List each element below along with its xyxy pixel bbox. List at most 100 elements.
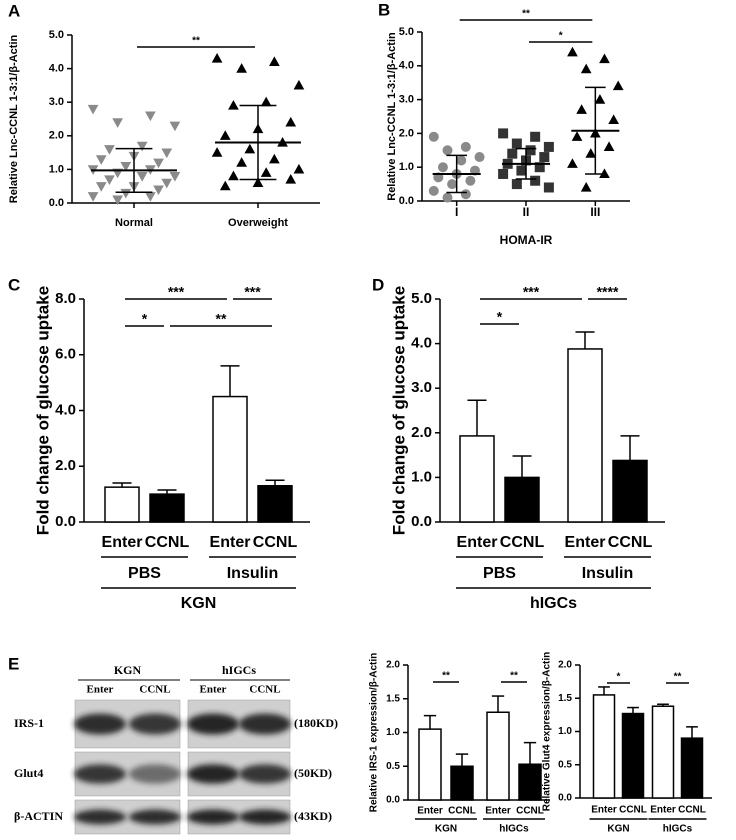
blot-band [187, 809, 239, 825]
data-point [120, 188, 132, 199]
sd-bar [515, 147, 537, 180]
x-tick-label: Overweight [228, 217, 288, 229]
y-tick-label: 4.0 [49, 63, 64, 75]
significance-label: * [559, 31, 563, 42]
y-axis-title: Relative Lnc-CCNL 1-3:1/β-Actin [8, 34, 20, 203]
y-tick-label: 1.0 [411, 468, 432, 485]
x-tick-label: CCNL [678, 805, 706, 816]
blot-lane-label: Enter [200, 684, 227, 696]
data-point [567, 158, 578, 168]
data-point [530, 131, 541, 142]
y-tick-label: 0.5 [558, 759, 572, 770]
data-point [442, 192, 453, 203]
y-axis-title: Relative Lnc-CCNL 1-3:1/β-Actin [386, 32, 398, 201]
y-tick-label: 1.0 [558, 726, 572, 737]
x-tick-label: CCNL [145, 534, 190, 551]
blot-size-label: (43KD) [294, 809, 332, 823]
y-tick-label: 8.0 [55, 290, 76, 307]
x-tick-label: Enter [565, 534, 606, 551]
panel-label: E [8, 654, 19, 673]
data-point [136, 141, 148, 152]
data-point [87, 104, 99, 115]
blot-lane-label: CCNL [139, 684, 170, 696]
x-tick-label: III [590, 205, 600, 219]
significance-label: *** [244, 284, 261, 300]
data-point [433, 172, 444, 183]
error-bar [491, 695, 505, 713]
sd-bar [115, 147, 153, 193]
panel-label: D [372, 275, 384, 294]
y-tick-label: 4.0 [55, 401, 76, 418]
data-point [469, 165, 480, 176]
data-point [219, 180, 231, 191]
data-point [293, 163, 305, 174]
y-tick-label: 3.0 [411, 379, 432, 396]
blot-lane-label: CCNL [249, 684, 280, 696]
bar [418, 728, 442, 801]
blot-band [239, 713, 291, 735]
significance-label: * [497, 309, 503, 325]
sd-bar [239, 104, 277, 181]
group-label: hIGCs [663, 824, 693, 835]
data-point [447, 179, 458, 190]
blot-band [187, 764, 239, 784]
significance-label: * [617, 672, 621, 683]
data-point [594, 94, 606, 104]
error-bar [512, 455, 532, 478]
error-bar [686, 726, 698, 739]
bar [104, 486, 140, 523]
blot-band [74, 713, 126, 735]
data-point [460, 141, 471, 152]
data-point [612, 80, 624, 91]
panel-label: C [8, 275, 20, 294]
x-tick-label: Enter [457, 534, 498, 551]
panel-label: B [378, 0, 390, 19]
panel-label: A [8, 1, 20, 20]
bar [212, 395, 248, 523]
y-tick-label: 2.0 [399, 127, 414, 139]
bar [450, 765, 474, 801]
y-tick-label: 2.0 [411, 424, 432, 441]
error-bar [620, 435, 640, 461]
y-tick-label: 4.0 [411, 335, 432, 352]
y-tick-label: 1.0 [386, 727, 400, 738]
blot-band [187, 713, 239, 735]
bar [486, 711, 510, 801]
data-point [219, 130, 231, 140]
data-point [599, 53, 610, 64]
sd-bar [585, 86, 606, 175]
y-tick-label: 2.0 [55, 457, 76, 474]
data-point [112, 118, 123, 128]
error-bar [523, 741, 537, 765]
significance-label: ** [442, 671, 450, 682]
x-tick-label: II [523, 205, 530, 219]
bar [567, 348, 603, 523]
y-tick-label: 1.5 [386, 693, 400, 704]
data-point [136, 172, 148, 182]
blot-band [239, 764, 291, 784]
data-point [516, 165, 527, 176]
y-tick-label: 0.0 [386, 795, 400, 806]
y-tick-label: 5.0 [399, 26, 414, 38]
bar [621, 712, 645, 799]
y-tick-label: 4.0 [399, 60, 414, 72]
blot-band [74, 764, 126, 784]
data-point [293, 79, 305, 90]
blot-band [129, 713, 181, 735]
data-point [543, 182, 554, 193]
group-label: Insulin [227, 565, 279, 582]
data-point [153, 185, 164, 196]
bar [680, 737, 704, 799]
significance-label: **** [597, 284, 619, 300]
x-tick-label: CCNL [608, 534, 653, 551]
y-tick-label: 0.0 [411, 513, 432, 530]
data-point [530, 175, 541, 186]
significance-label: *** [168, 284, 185, 300]
data-point [211, 147, 223, 157]
data-point [525, 145, 536, 156]
data-point [585, 148, 597, 158]
significance-label: * [142, 311, 148, 327]
bar [592, 694, 616, 799]
blot-group-label: KGN [114, 663, 142, 677]
